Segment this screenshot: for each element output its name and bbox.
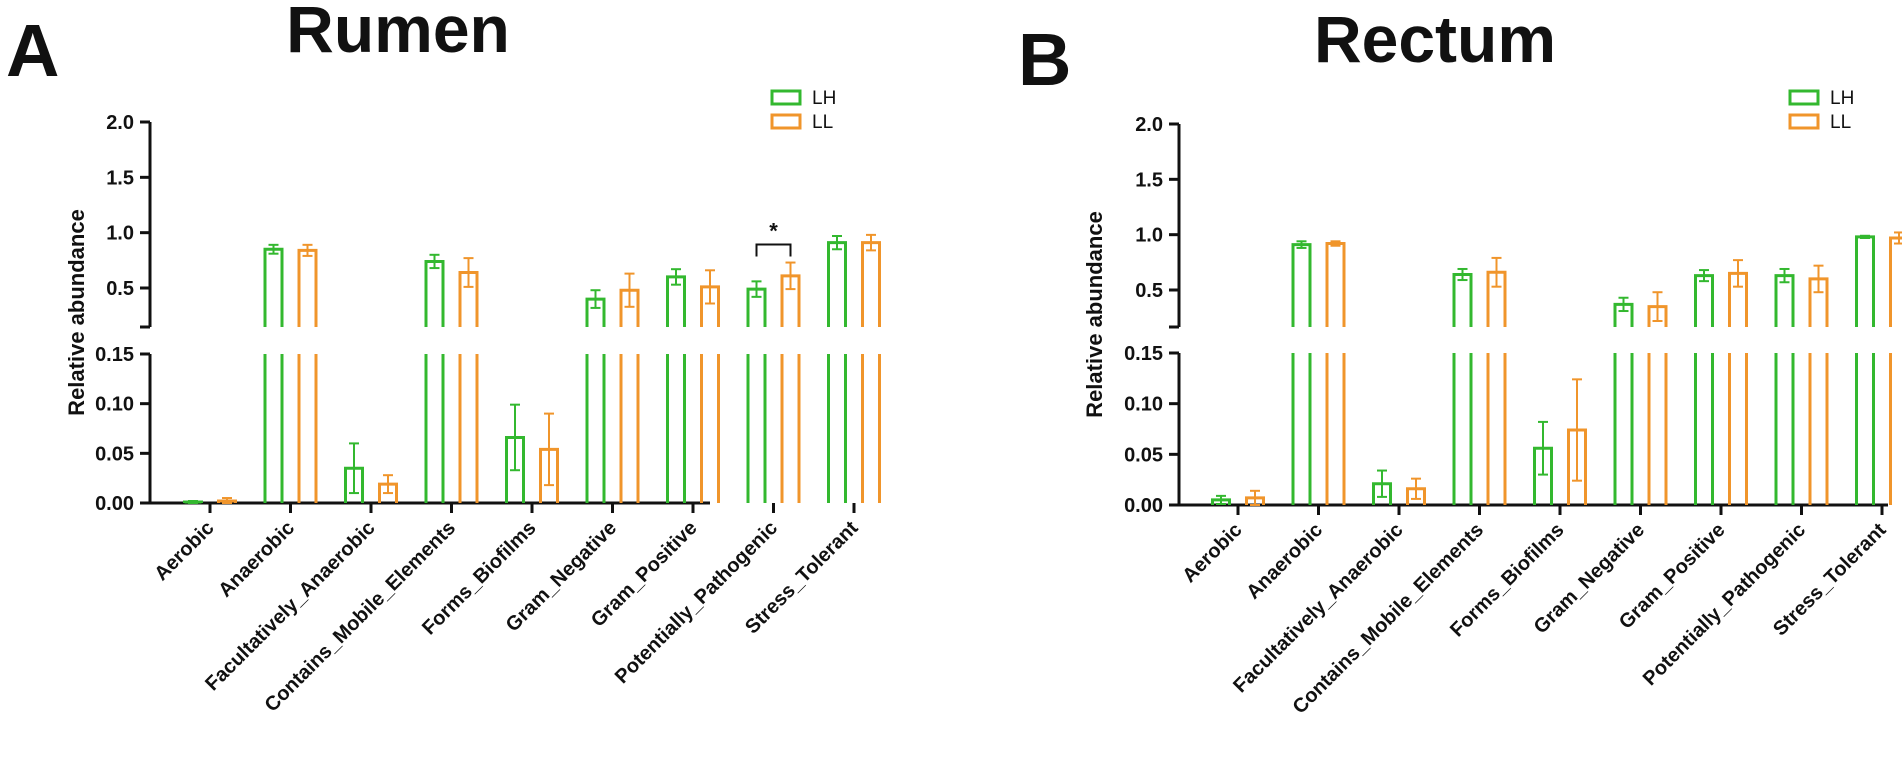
- y-tick-label: 1.5: [1135, 169, 1163, 191]
- bar-lh-lower: [1774, 353, 1795, 505]
- legend-label: LL: [1830, 112, 1851, 133]
- bar-lh-lower: [1452, 353, 1473, 505]
- bar-lh-lower: [585, 354, 606, 503]
- bar-lh: [827, 241, 847, 327]
- x-tick-label: Anaerobic: [214, 517, 299, 602]
- panel-a: A Rumen 0.00 0.05 0.10 0.15 0.5 1.0 1.5 2.0 Relati…: [6, 0, 881, 716]
- bar-lh: [1452, 273, 1473, 327]
- y-tick-label: 0.15: [95, 344, 134, 366]
- bar-ll: [297, 248, 318, 327]
- panel-title: Rectum: [1314, 2, 1556, 76]
- legend-swatch-ll: [1788, 113, 1820, 130]
- bar-lh-lower: [1694, 353, 1714, 505]
- bar-ll-lower: [1647, 353, 1668, 505]
- x-tick-label: Facultatively_Anaerobic: [1229, 519, 1407, 697]
- bar-ll-lower: [1889, 353, 1892, 505]
- bar-lh-lower: [424, 354, 445, 503]
- y-tick-label: 1.0: [1135, 225, 1163, 247]
- x-tick-label: Potentially_Pathogenic: [1639, 519, 1810, 690]
- bar-ll-lower: [861, 354, 881, 503]
- y-tick-label: 1.5: [106, 167, 134, 189]
- bar-lh-lower: [746, 354, 767, 503]
- bar-ll-lower: [1808, 353, 1829, 505]
- bar-ll-lower: [1325, 353, 1346, 505]
- legend-swatch-lh: [770, 89, 802, 106]
- panel-letter: B: [1018, 18, 1071, 101]
- legend-label: LH: [1830, 88, 1854, 109]
- y-tick-label: 2.0: [1135, 114, 1163, 136]
- bar-lh-lower: [666, 354, 686, 503]
- y-tick-label: 0.05: [1124, 444, 1163, 466]
- panel-title: Rumen: [286, 0, 510, 66]
- legend-swatch-lh: [1788, 89, 1820, 106]
- x-tick-label: Facultatively_Anaerobic: [201, 517, 379, 695]
- bar-lh-lower: [1613, 353, 1634, 505]
- y-tick-label: 0.05: [95, 443, 134, 465]
- bar-ll: [1325, 242, 1346, 327]
- bar-lh: [424, 259, 445, 327]
- significance-bracket: [755, 243, 792, 257]
- y-tick-label: 2.0: [106, 112, 134, 134]
- bar-lh-lower: [1855, 353, 1875, 505]
- y-tick-label: 0.5: [1135, 280, 1163, 302]
- bar-ll-lower: [458, 354, 479, 503]
- legend-swatch-ll: [770, 113, 802, 130]
- bar-lh-lower: [1291, 353, 1312, 505]
- bar-ll-lower: [780, 354, 801, 503]
- legend-label: LL: [812, 112, 833, 133]
- bar-ll-lower: [619, 354, 640, 503]
- y-axis-title: Relative abundance: [64, 209, 89, 416]
- y-tick-label: 1.0: [106, 223, 134, 245]
- y-tick-label: 0.15: [1124, 343, 1163, 365]
- legend-label: LH: [812, 88, 836, 109]
- bar-lh: [1855, 235, 1875, 327]
- bar-lh: [1694, 274, 1714, 327]
- bar-lh: [1774, 274, 1795, 327]
- y-tick-label: 0.10: [95, 394, 134, 416]
- y-axis-title: Relative abundance: [1082, 211, 1107, 418]
- bar-lh: [1291, 243, 1312, 327]
- y-tick-label: 0.00: [95, 493, 134, 515]
- y-tick-label: 0.5: [106, 278, 134, 300]
- x-tick-label: Aerobic: [150, 517, 218, 585]
- y-tick-label: 0.10: [1124, 394, 1163, 416]
- significance-marker: *: [769, 219, 778, 244]
- y-tick-label: 0.00: [1124, 495, 1163, 517]
- x-tick-label: Potentially_Pathogenic: [611, 517, 782, 688]
- bar-lh-lower: [263, 354, 284, 503]
- x-tick-label: Anaerobic: [1242, 519, 1327, 604]
- bar-ll-lower: [1486, 353, 1507, 505]
- bar-ll-lower: [297, 354, 318, 503]
- bar-ll-lower: [1728, 353, 1748, 505]
- bar-ll-lower: [700, 354, 720, 503]
- bar-lh-lower: [827, 354, 847, 503]
- panel-b: B Rectum 0.00 0.05 0.10 0.15 0.5 1.0 1.5 2.0 Relat…: [1018, 2, 1902, 718]
- bar-ll: [861, 241, 881, 327]
- bar-lh: [263, 247, 284, 327]
- panel-letter: A: [6, 9, 59, 92]
- x-tick-label: Aerobic: [1178, 519, 1246, 587]
- bar-ll: [1889, 236, 1902, 327]
